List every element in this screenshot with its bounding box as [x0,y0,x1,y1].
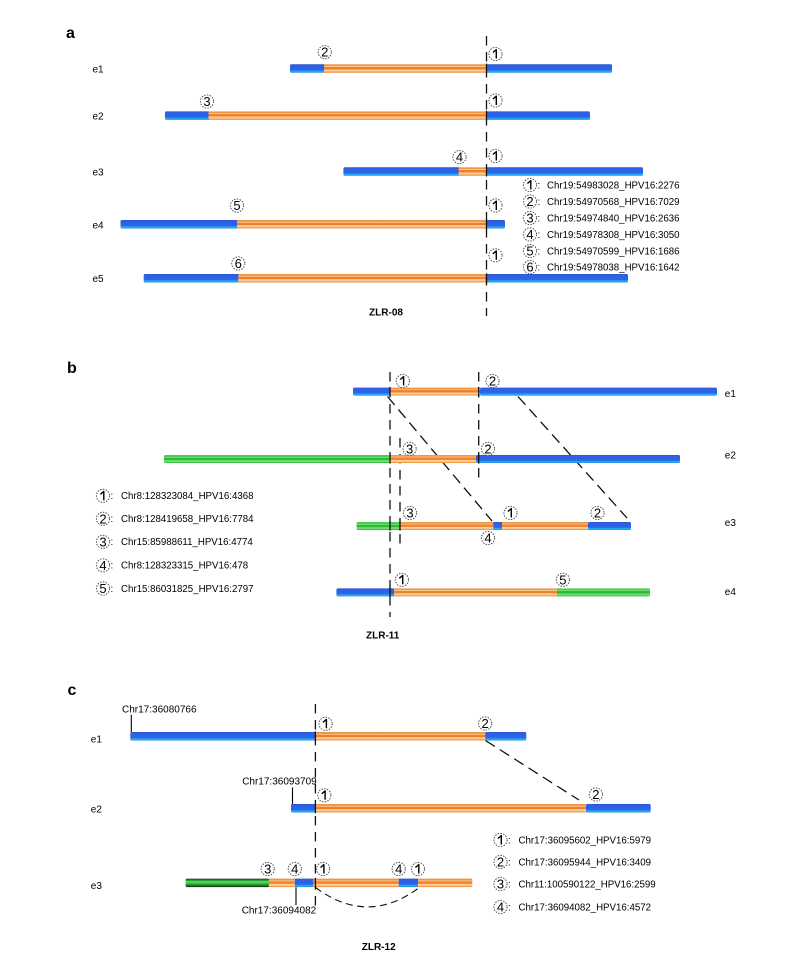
svg-text:3: 3 [99,534,106,549]
svg-text:6: 6 [235,256,242,271]
svg-text:4: 4 [526,227,533,242]
svg-text:4: 4 [497,900,504,915]
svg-text::: : [111,491,114,502]
svg-text:3: 3 [497,877,504,892]
svg-text:e2: e2 [93,112,105,123]
svg-text:e1: e1 [91,735,103,746]
svg-text:Chr15:86031825_HPV16:2797: Chr15:86031825_HPV16:2797 [121,584,254,595]
svg-text::: : [508,902,511,913]
svg-text::: : [111,561,114,572]
svg-text:e1: e1 [725,389,737,400]
svg-text:2: 2 [489,374,496,389]
svg-text:2: 2 [99,511,106,526]
svg-text::: : [508,857,511,868]
svg-text:e4: e4 [725,587,737,598]
svg-text:2: 2 [321,45,328,60]
svg-text:Chr17:36095944_HPV16:3409: Chr17:36095944_HPV16:3409 [519,857,652,868]
svg-text:2: 2 [526,194,533,209]
svg-text:Chr19:54978038_HPV16:1642: Chr19:54978038_HPV16:1642 [547,262,680,273]
svg-text:Chr17:36095602_HPV16:5979: Chr17:36095602_HPV16:5979 [519,835,652,846]
svg-text::: : [538,180,541,191]
svg-text:Chr11:100590122_HPV16:2599: Chr11:100590122_HPV16:2599 [519,879,656,890]
svg-text::: : [538,213,541,224]
svg-text:e3: e3 [93,167,105,178]
svg-text:Chr17:36080766: Chr17:36080766 [122,705,197,716]
svg-text:4: 4 [395,862,402,877]
svg-text:5: 5 [526,244,533,259]
svg-text:Chr19:54974840_HPV16:2636: Chr19:54974840_HPV16:2636 [547,213,680,224]
svg-text:5: 5 [559,572,566,587]
svg-text:Chr19:54978308_HPV16:3050: Chr19:54978308_HPV16:3050 [547,230,680,241]
svg-text:3: 3 [526,211,533,226]
svg-text:3: 3 [264,862,271,877]
svg-text:4: 4 [291,862,298,877]
svg-text:6: 6 [526,260,533,275]
svg-text::: : [538,246,541,257]
svg-text:Chr15:85988611_HPV16:4774: Chr15:85988611_HPV16:4774 [121,537,253,548]
svg-text:4: 4 [456,150,463,165]
svg-text::: : [538,197,541,208]
svg-text:5: 5 [99,581,106,596]
svg-text::: : [508,879,511,890]
svg-text:2: 2 [594,506,601,521]
svg-text:2: 2 [484,441,491,456]
svg-text::: : [508,835,511,846]
svg-text:5: 5 [233,198,240,213]
svg-text:e1: e1 [93,64,105,75]
svg-text:Chr17:36094082_HPV16:4572: Chr17:36094082_HPV16:4572 [519,902,652,913]
svg-text:2: 2 [497,855,504,870]
svg-text:2: 2 [592,787,599,802]
svg-text:e2: e2 [91,805,103,816]
svg-text:e3: e3 [725,518,737,529]
svg-text:3: 3 [203,94,210,109]
svg-text:ZLR-11: ZLR-11 [366,631,400,642]
svg-text:Chr19:54983028_HPV16:2276: Chr19:54983028_HPV16:2276 [547,180,680,191]
svg-text:Chr8:128323084_HPV16:4368: Chr8:128323084_HPV16:4368 [121,491,254,502]
svg-text:3: 3 [406,441,413,456]
svg-text:ZLR-12: ZLR-12 [362,942,396,953]
svg-text:a: a [66,25,75,42]
svg-text::: : [111,514,114,525]
svg-text:Chr8:128419658_HPV16:7784: Chr8:128419658_HPV16:7784 [121,514,254,525]
svg-text:c: c [68,682,77,699]
svg-text::: : [538,262,541,273]
svg-text::: : [538,230,541,241]
svg-text:ZLR-08: ZLR-08 [369,308,403,319]
svg-text:b: b [67,360,77,377]
svg-text:2: 2 [481,716,488,731]
svg-text:3: 3 [406,506,413,521]
svg-text:4: 4 [99,558,106,573]
svg-text:Chr17:36093709: Chr17:36093709 [242,777,317,788]
svg-text:e4: e4 [93,220,105,231]
svg-text::: : [111,584,114,595]
svg-text:Chr17:36094082: Chr17:36094082 [242,906,317,917]
svg-text:4: 4 [484,531,491,546]
svg-text:e2: e2 [725,451,737,462]
svg-text:e5: e5 [93,274,105,285]
svg-text:e3: e3 [91,881,103,892]
svg-text:Chr19:54970599_HPV16:1686: Chr19:54970599_HPV16:1686 [547,246,680,257]
svg-text:Chr19:54970568_HPV16:7029: Chr19:54970568_HPV16:7029 [547,197,680,208]
svg-text::: : [111,537,114,548]
svg-text:Chr8:128323315_HPV16:478: Chr8:128323315_HPV16:478 [121,561,248,572]
